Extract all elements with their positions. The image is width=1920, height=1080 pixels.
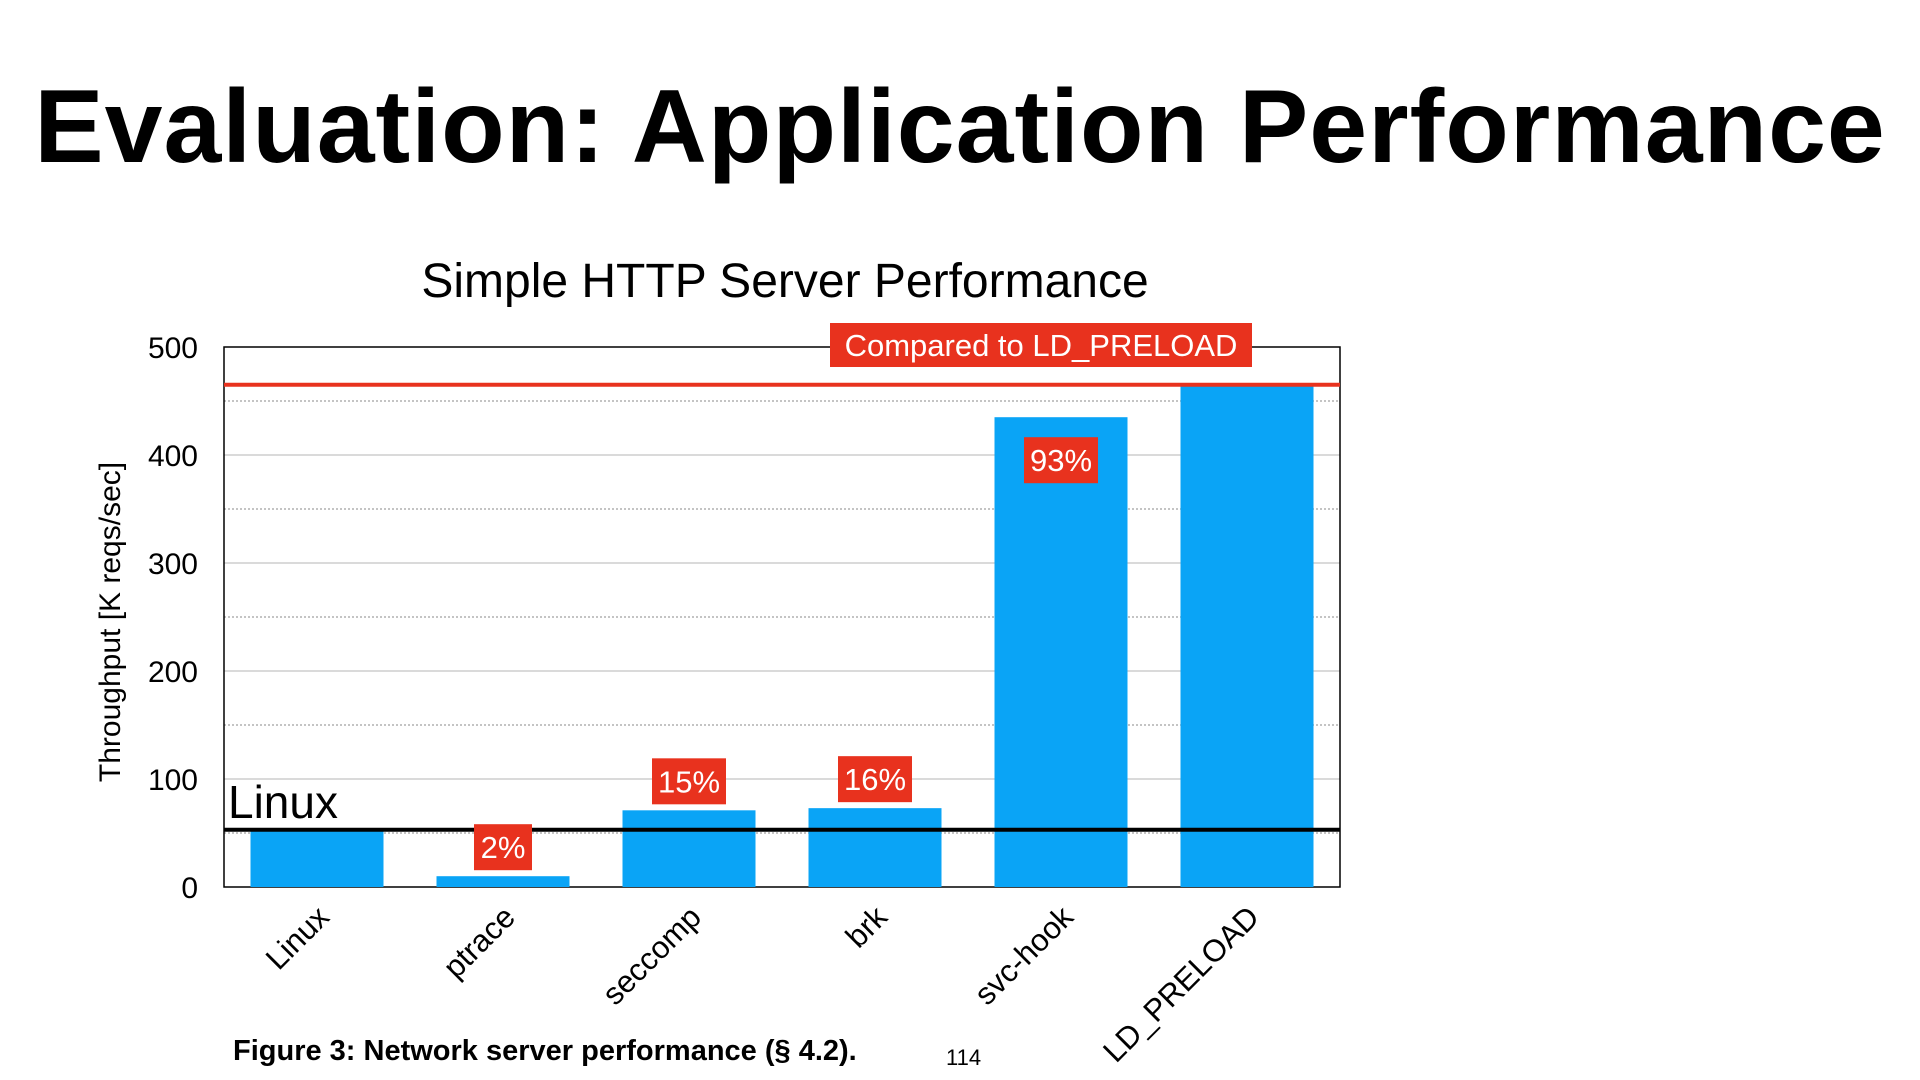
y-tick-labels: 0 100 200 300 400 500 [148,332,198,905]
y-tick-label: 100 [148,764,198,797]
y-axis-label: Throughput [K reqs/sec] [94,462,127,782]
x-tick-label: svc-hook [967,899,1080,1012]
x-tick-label: ptrace [436,899,522,985]
bars [250,384,1314,887]
bar-label: 2% [481,830,526,865]
bar-seccomp [622,810,756,887]
bar-label: 16% [844,762,906,797]
plot-frame [223,346,1341,888]
bar-label-box [474,824,532,871]
linux-baseline-label: Linux [228,776,338,828]
bar-label-box [652,758,726,805]
bar-ptrace [436,876,570,887]
bar-label-box [1024,437,1098,484]
bar-labels: 2% 15% 16% 93% [474,437,1098,871]
y-tick-label: 400 [148,440,198,473]
y-tick-label: 500 [148,332,198,365]
y-tick-label: 0 [181,872,198,905]
figure-caption: Figure 3: Network server performance (§ … [233,1035,857,1067]
ld-preload-reference-label: Compared to LD_PRELOAD [845,328,1238,363]
ld-preload-reference-badge [830,323,1252,367]
bar-label: 15% [658,764,720,799]
x-tick-label: brk [839,899,895,955]
chart-title: Simple HTTP Server Performance [421,255,1148,308]
bar-svc-hook [994,417,1128,887]
bar-linux [250,829,384,887]
bar-label: 93% [1030,443,1092,478]
y-tick-label: 200 [148,656,198,689]
reference-lines: Linux Compared to LD_PRELOAD [224,323,1340,832]
y-tick-label: 300 [148,548,198,581]
page-number: 114 [946,1045,982,1070]
bar-brk [808,808,942,887]
bar-label-box [838,756,912,803]
grid-lines [224,400,1340,834]
slide-title: Evaluation: Application Performance [34,69,1886,185]
x-tick-label: Linux [259,899,337,977]
x-tick-label: LD_PRELOAD [1096,899,1266,1069]
bar-ld-preload [1180,384,1314,887]
x-tick-label: seccomp [595,899,707,1011]
